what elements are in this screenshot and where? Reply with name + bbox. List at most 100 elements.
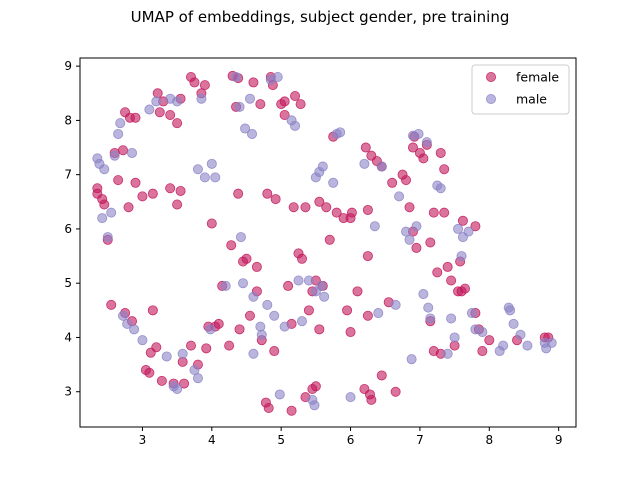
point-male: [235, 232, 246, 243]
point-male: [505, 305, 516, 316]
point-female: [324, 234, 335, 245]
point-male: [206, 158, 217, 169]
point-female: [130, 112, 141, 123]
point-male: [97, 213, 108, 224]
x-tick-label: 8: [485, 433, 493, 447]
point-male: [205, 324, 216, 335]
point-female: [206, 218, 217, 229]
point-female: [251, 261, 262, 272]
point-male: [296, 316, 307, 327]
point-male: [335, 127, 346, 138]
point-female: [345, 327, 356, 338]
point-female: [244, 310, 255, 321]
point-female: [460, 283, 471, 294]
point-male: [390, 299, 401, 310]
point-male: [446, 313, 457, 324]
point-female: [172, 118, 183, 129]
point-male: [317, 161, 328, 172]
point-female: [286, 405, 297, 416]
point-female: [152, 88, 163, 99]
plot-area-frame: [79, 57, 577, 428]
point-male: [423, 302, 434, 313]
point-male: [262, 299, 273, 310]
point-female: [362, 204, 373, 215]
point-female: [201, 343, 212, 354]
point-female: [241, 253, 252, 264]
point-male: [328, 177, 339, 188]
y-tick-label: 5: [64, 276, 72, 290]
point-male: [309, 400, 320, 411]
point-female: [147, 305, 158, 316]
point-female: [439, 164, 450, 175]
point-female: [360, 142, 371, 153]
point-male: [449, 332, 460, 343]
point-male: [508, 318, 519, 329]
point-female: [314, 324, 325, 335]
point-male: [515, 329, 526, 340]
point-female: [172, 199, 183, 210]
point-female: [269, 346, 280, 357]
point-female: [484, 335, 495, 346]
point-female: [387, 177, 398, 188]
point-female: [401, 175, 412, 186]
point-male: [247, 128, 258, 139]
point-female: [432, 267, 443, 278]
point-male: [244, 93, 255, 104]
point-male: [129, 324, 140, 335]
point-female: [362, 310, 373, 321]
point-male: [172, 384, 183, 395]
point-female: [342, 305, 353, 316]
point-male: [274, 389, 285, 400]
point-female: [165, 183, 176, 194]
point-female: [300, 202, 311, 213]
point-female: [130, 177, 141, 188]
point-female: [366, 394, 377, 405]
legend-label-female: female: [516, 70, 559, 85]
point-male: [359, 158, 370, 169]
point-male: [498, 340, 509, 351]
point-male: [199, 172, 210, 183]
point-female: [165, 109, 176, 120]
point-male: [177, 348, 188, 359]
point-female: [279, 96, 290, 107]
x-tick-label: 4: [208, 433, 216, 447]
point-female: [288, 202, 299, 213]
point-male: [406, 354, 417, 365]
point-male: [118, 310, 129, 321]
x-tick-label: 3: [139, 433, 147, 447]
point-female: [411, 242, 422, 253]
point-male: [418, 289, 429, 300]
point-male: [272, 71, 283, 82]
point-male: [477, 327, 488, 338]
legend-marker-female: [485, 72, 496, 83]
point-female: [376, 370, 387, 381]
point-male: [466, 308, 477, 319]
point-female: [233, 188, 244, 199]
point-male: [546, 337, 557, 348]
point-female: [234, 324, 245, 335]
point-male: [220, 280, 231, 291]
point-female: [147, 188, 158, 199]
point-female: [224, 340, 235, 351]
point-male: [240, 123, 251, 134]
y-tick-label: 8: [64, 113, 72, 127]
point-female: [470, 221, 481, 232]
point-male: [369, 221, 380, 232]
point-male: [122, 318, 133, 329]
y-tick-label: 7: [64, 168, 72, 182]
point-male: [463, 226, 474, 237]
point-male: [137, 335, 148, 346]
point-female: [99, 199, 110, 210]
point-male: [345, 392, 356, 403]
point-female: [263, 403, 274, 414]
chart-title: UMAP of embeddings, subject gender, pre …: [131, 8, 510, 26]
point-male: [115, 118, 126, 129]
point-male: [279, 321, 290, 332]
point-male: [425, 313, 436, 324]
point-male: [435, 183, 446, 194]
y-tick-label: 9: [64, 59, 72, 73]
point-female: [295, 99, 306, 110]
point-female: [255, 99, 266, 110]
point-male: [373, 308, 384, 319]
point-male: [192, 373, 203, 384]
